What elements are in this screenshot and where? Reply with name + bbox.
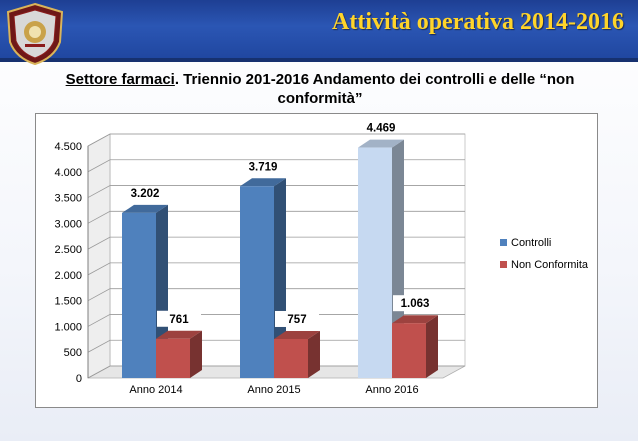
header-divider [0,58,638,62]
bar-controlli-1-side [274,178,286,378]
bar-controlli-2-top [358,139,404,148]
x-tick-label: Anno 2015 [247,384,300,396]
header-bar [0,0,638,58]
bar-controlli-0-top [122,204,168,213]
gridline [87,210,465,224]
x-tick-label: Anno 2014 [129,384,182,396]
legend-label-0: Controlli [511,237,551,249]
subtitle-description: . Triennio 201-2016 Andamento dei contro… [174,71,575,107]
gridline [87,365,465,379]
y-tick-label: 2.500 [54,244,82,256]
gridline [87,314,465,327]
chart-subtitle: Settore farmaci. Triennio 201-2016 Andam… [40,70,600,108]
bar-non-conformita-1-side [308,330,320,378]
gridline [87,339,465,353]
chart-frame: 0 500 1.000 1.500 2.000 2.500 3.000 3.500 4.000 4… [35,113,598,408]
y-tick-label: 3.000 [54,218,82,230]
bar-controlli-1-label: 3.719 [249,161,278,173]
gridline [87,185,465,198]
bar-non-conformita-0-label-bg [157,310,201,327]
bar-controlli-2-label: 4.469 [367,123,396,135]
legend-label-1: Non Conformita [511,259,589,271]
y-tick-label: 4.000 [54,167,82,179]
y-tick-label: 2.000 [54,270,82,282]
bar-non-conformita-2-label-bg [393,295,437,312]
bar-controlli-0-label: 3.202 [131,188,160,200]
legend-swatch-1 [500,261,507,268]
side-wall [87,133,111,379]
bar-controlli-2 [358,147,392,378]
bar-non-conformita-1-label: 757 [287,314,306,326]
gridline [87,159,465,173]
bar-non-conformita-2-label: 1.063 [401,298,430,310]
gridline [87,262,465,276]
bar-non-conformita-2-top [392,315,438,324]
y-tick-label: 4.500 [54,141,82,153]
gridline [87,133,465,147]
bar-chart: 0 500 1.000 1.500 2.000 2.500 3.000 3.500 4.000 4… [54,123,589,396]
y-tick-label: 0 [76,373,82,385]
y-tick-label: 3.500 [54,193,82,205]
x-tick-label: Anno 2016 [365,384,418,396]
bar-controlli-1 [240,186,274,378]
bar-non-conformita-1-label-bg [275,310,319,327]
bar-non-conformita-2-side [426,315,438,378]
slide-title: Attività operativa 2014-2016 [332,9,624,35]
y-tick-label: 1.500 [54,296,82,308]
gridline [87,288,465,302]
bar-controlli-0 [122,212,156,378]
bar-non-conformita-0 [156,338,190,378]
bar-non-conformita-0-top [156,330,202,339]
police-shield-icon [6,2,64,66]
subtitle-sector: Settore farmaci [65,71,175,88]
y-tick-label: 1.000 [54,321,82,333]
legend-swatch-0 [500,239,507,246]
bar-non-conformita-0-side [190,330,202,378]
bar-non-conformita-1-top [274,330,320,339]
gridline [87,236,465,250]
bar-controlli-1-top [240,178,286,187]
bar-non-conformita-1 [274,338,308,378]
bar-non-conformita-2 [392,323,426,378]
bar-non-conformita-0-label: 761 [169,314,189,326]
y-tick-label: 500 [64,347,82,359]
